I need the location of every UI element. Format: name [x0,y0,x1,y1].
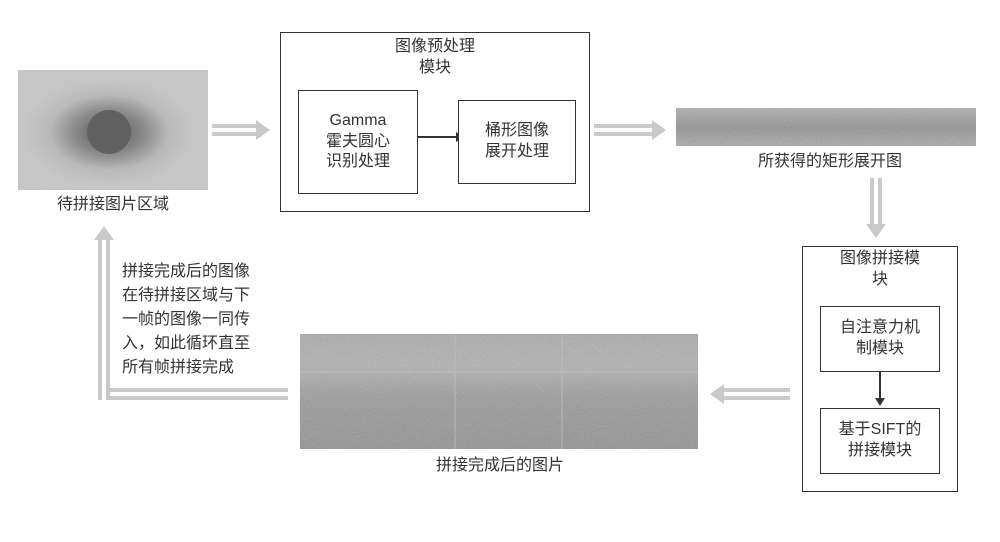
rect-unfold-image [676,108,976,146]
arrow-preprocess-inner [418,136,456,138]
arrow-loop-horizontal [98,388,288,400]
preprocess-step1-label: Gamma 霍夫圆心 识别处理 [326,111,390,173]
stitch-step2: 基于SIFT的 拼接模块 [820,408,940,474]
input-image [18,70,208,190]
preprocess-step2-label: 桶形图像 展开处理 [485,121,549,163]
preprocess-title: 图像预处理 模块 [395,37,475,79]
input-image-caption: 待拼接图片区域 [18,195,208,216]
stitch-step1: 自注意力机 制模块 [820,306,940,372]
arrow-preprocess-to-rect [594,124,664,136]
stitch-step2-label: 基于SIFT的 拼接模块 [839,420,922,462]
arrow-stitch-inner [874,372,886,406]
stitched-image-caption: 拼接完成后的图片 [380,456,620,477]
preprocess-step2: 桶形图像 展开处理 [458,100,576,184]
stitch-step1-label: 自注意力机 制模块 [840,318,920,360]
loop-description: 拼接完成后的图像 在待拼接区域与下 一帧的图像一同传 入，如此循环直至 所有帧拼… [122,260,292,380]
stitch-title: 图像拼接模 块 [840,249,920,291]
rect-unfold-caption: 所获得的矩形展开图 [710,152,950,173]
arrow-rect-to-stitch [870,178,882,236]
stitched-image [300,334,698,449]
preprocess-step1: Gamma 霍夫圆心 识别处理 [298,90,418,194]
arrow-input-to-preprocess [212,124,268,136]
